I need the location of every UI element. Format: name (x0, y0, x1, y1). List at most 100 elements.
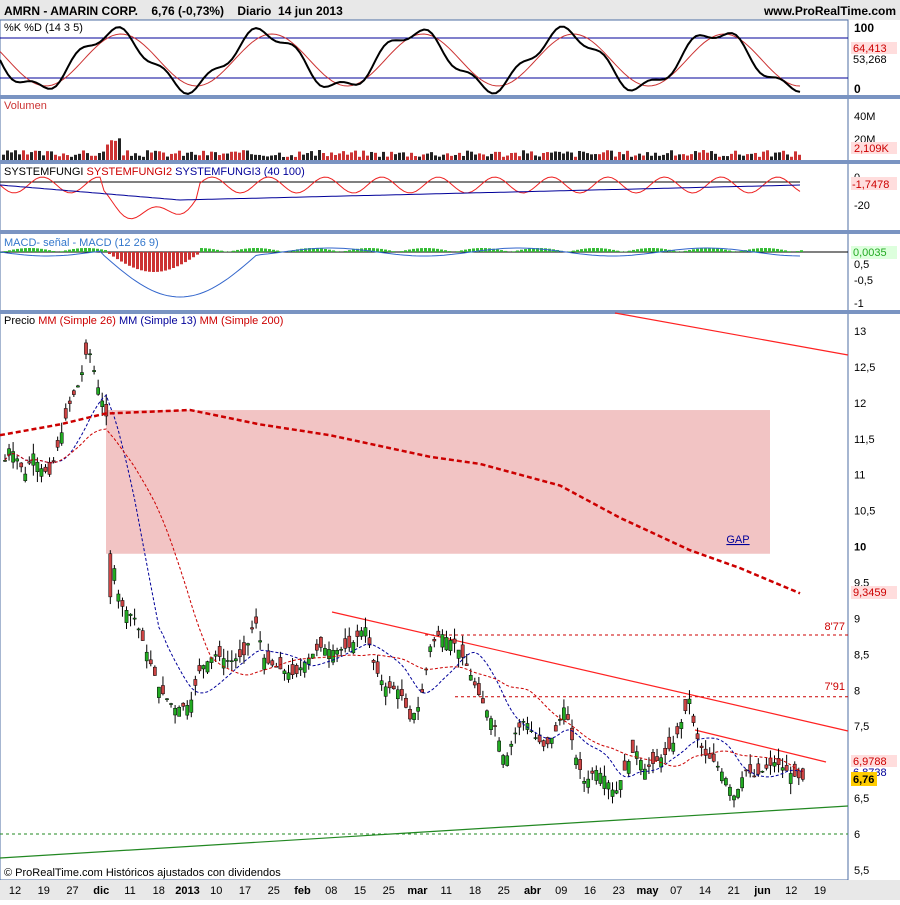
volume-bar (594, 154, 597, 160)
volume-bar (350, 152, 353, 160)
volume-bar (254, 155, 257, 160)
macd-histogram-bar (692, 249, 695, 252)
macd-histogram-bar (220, 251, 223, 252)
site-link[interactable]: www.ProRealTime.com (763, 4, 896, 18)
x-tick-label: 27 (66, 885, 78, 897)
volume-bar (714, 154, 717, 160)
macd-tick-minus05: -0,5 (854, 275, 873, 287)
price-tick-label: 12,5 (854, 362, 875, 374)
volume-bar (478, 153, 481, 160)
panel-separator-1[interactable] (0, 160, 900, 164)
volume-bar (590, 154, 593, 160)
macd-histogram-bar (496, 249, 499, 252)
volume-bar (434, 155, 437, 160)
macd-histogram-bar (628, 251, 631, 252)
macd-histogram-bar (92, 248, 95, 252)
macd-histogram-bar (200, 248, 203, 252)
volume-bar (214, 152, 217, 160)
macd-histogram-bar (120, 252, 123, 262)
macd-histogram-bar (728, 250, 731, 252)
candle (109, 550, 112, 604)
macd-histogram-bar (632, 250, 635, 252)
macd-histogram-bar (272, 250, 275, 252)
volume-bar (486, 156, 489, 160)
volume-bar (442, 155, 445, 160)
macd-histogram-bar (164, 252, 167, 271)
volume-bar (62, 153, 65, 160)
panel-separator-0[interactable] (0, 95, 900, 99)
x-tick-label: 11 (124, 885, 135, 897)
volume-bar (90, 156, 93, 160)
macd-histogram-bar (776, 249, 779, 252)
x-tick-label: feb (294, 885, 311, 897)
volume-bar (46, 151, 49, 160)
macd-histogram-bar (724, 250, 727, 252)
macd-histogram-bar (784, 250, 787, 252)
volume-tick-40m: 40M (854, 111, 875, 123)
volume-bar (686, 156, 689, 160)
x-tick-label: 07 (670, 885, 682, 897)
macd-histogram-bar (108, 252, 111, 254)
volume-bar (42, 155, 45, 160)
volume-bar (530, 151, 533, 160)
macd-histogram-bar (236, 250, 239, 252)
volume-bar (454, 155, 457, 160)
x-tick-label: jun (753, 885, 771, 897)
macd-histogram-bar (260, 248, 263, 252)
macd-histogram-bar (256, 248, 259, 252)
volume-bar (450, 156, 453, 160)
macd-value: 0,0035 (853, 247, 887, 259)
macd-histogram-bar (148, 252, 151, 272)
macd-histogram-bar (232, 251, 235, 252)
volume-bar (318, 150, 321, 160)
macd-histogram-bar (180, 252, 183, 264)
macd-histogram-bar (616, 251, 619, 252)
volume-bar (386, 157, 389, 160)
volume-bar (182, 156, 185, 160)
volume-bar (326, 156, 329, 160)
volume-bar (314, 156, 317, 160)
macd-histogram-bar (708, 248, 711, 252)
macd-histogram-bar (68, 250, 71, 252)
volume-bar (514, 153, 517, 160)
price-tick-label: 12 (854, 398, 866, 410)
volume-bar (730, 154, 733, 160)
volume-bar (22, 150, 25, 160)
macd-histogram-bar (636, 249, 639, 252)
volume-bar (422, 154, 425, 160)
candle (631, 740, 634, 753)
volume-bar (242, 150, 245, 160)
panel-separator-2[interactable] (0, 230, 900, 234)
volume-bar (194, 155, 197, 160)
macd-histogram-bar (504, 251, 507, 252)
volume-bar (334, 155, 337, 160)
macd-histogram-bar (428, 248, 431, 252)
macd-histogram-bar (380, 249, 383, 252)
chart-header-title: AMRN - AMARIN CORP. 6,76 (-0,73%) Diario… (4, 4, 343, 18)
volume-bar (710, 151, 713, 160)
volume-bar (430, 152, 433, 160)
volume-bar (74, 155, 77, 160)
macd-histogram-bar (84, 248, 87, 252)
volume-bar (598, 154, 601, 160)
volume-bar (474, 155, 477, 160)
volume-bar (378, 157, 381, 160)
macd-histogram-bar (144, 252, 147, 271)
macd-histogram-bar (40, 249, 43, 252)
volume-bar (542, 153, 545, 160)
volume-bar (2, 155, 5, 160)
panel-separator-3[interactable] (0, 310, 900, 314)
macd-histogram-bar (760, 248, 763, 252)
macd-histogram-bar (140, 252, 143, 270)
macd-histogram-bar (32, 248, 35, 252)
volume-bar (366, 156, 369, 160)
macd-histogram-bar (72, 249, 75, 252)
macd-histogram-bar (344, 251, 347, 252)
macd-histogram-bar (800, 250, 803, 252)
macd-histogram-bar (716, 249, 719, 252)
volume-bar (226, 154, 229, 160)
macd-histogram-bar (740, 251, 743, 252)
panel-frame-0 (0, 20, 848, 97)
systemfungi-title-a: SYSTEMFUNGI (4, 166, 87, 178)
volume-bar (38, 151, 41, 160)
